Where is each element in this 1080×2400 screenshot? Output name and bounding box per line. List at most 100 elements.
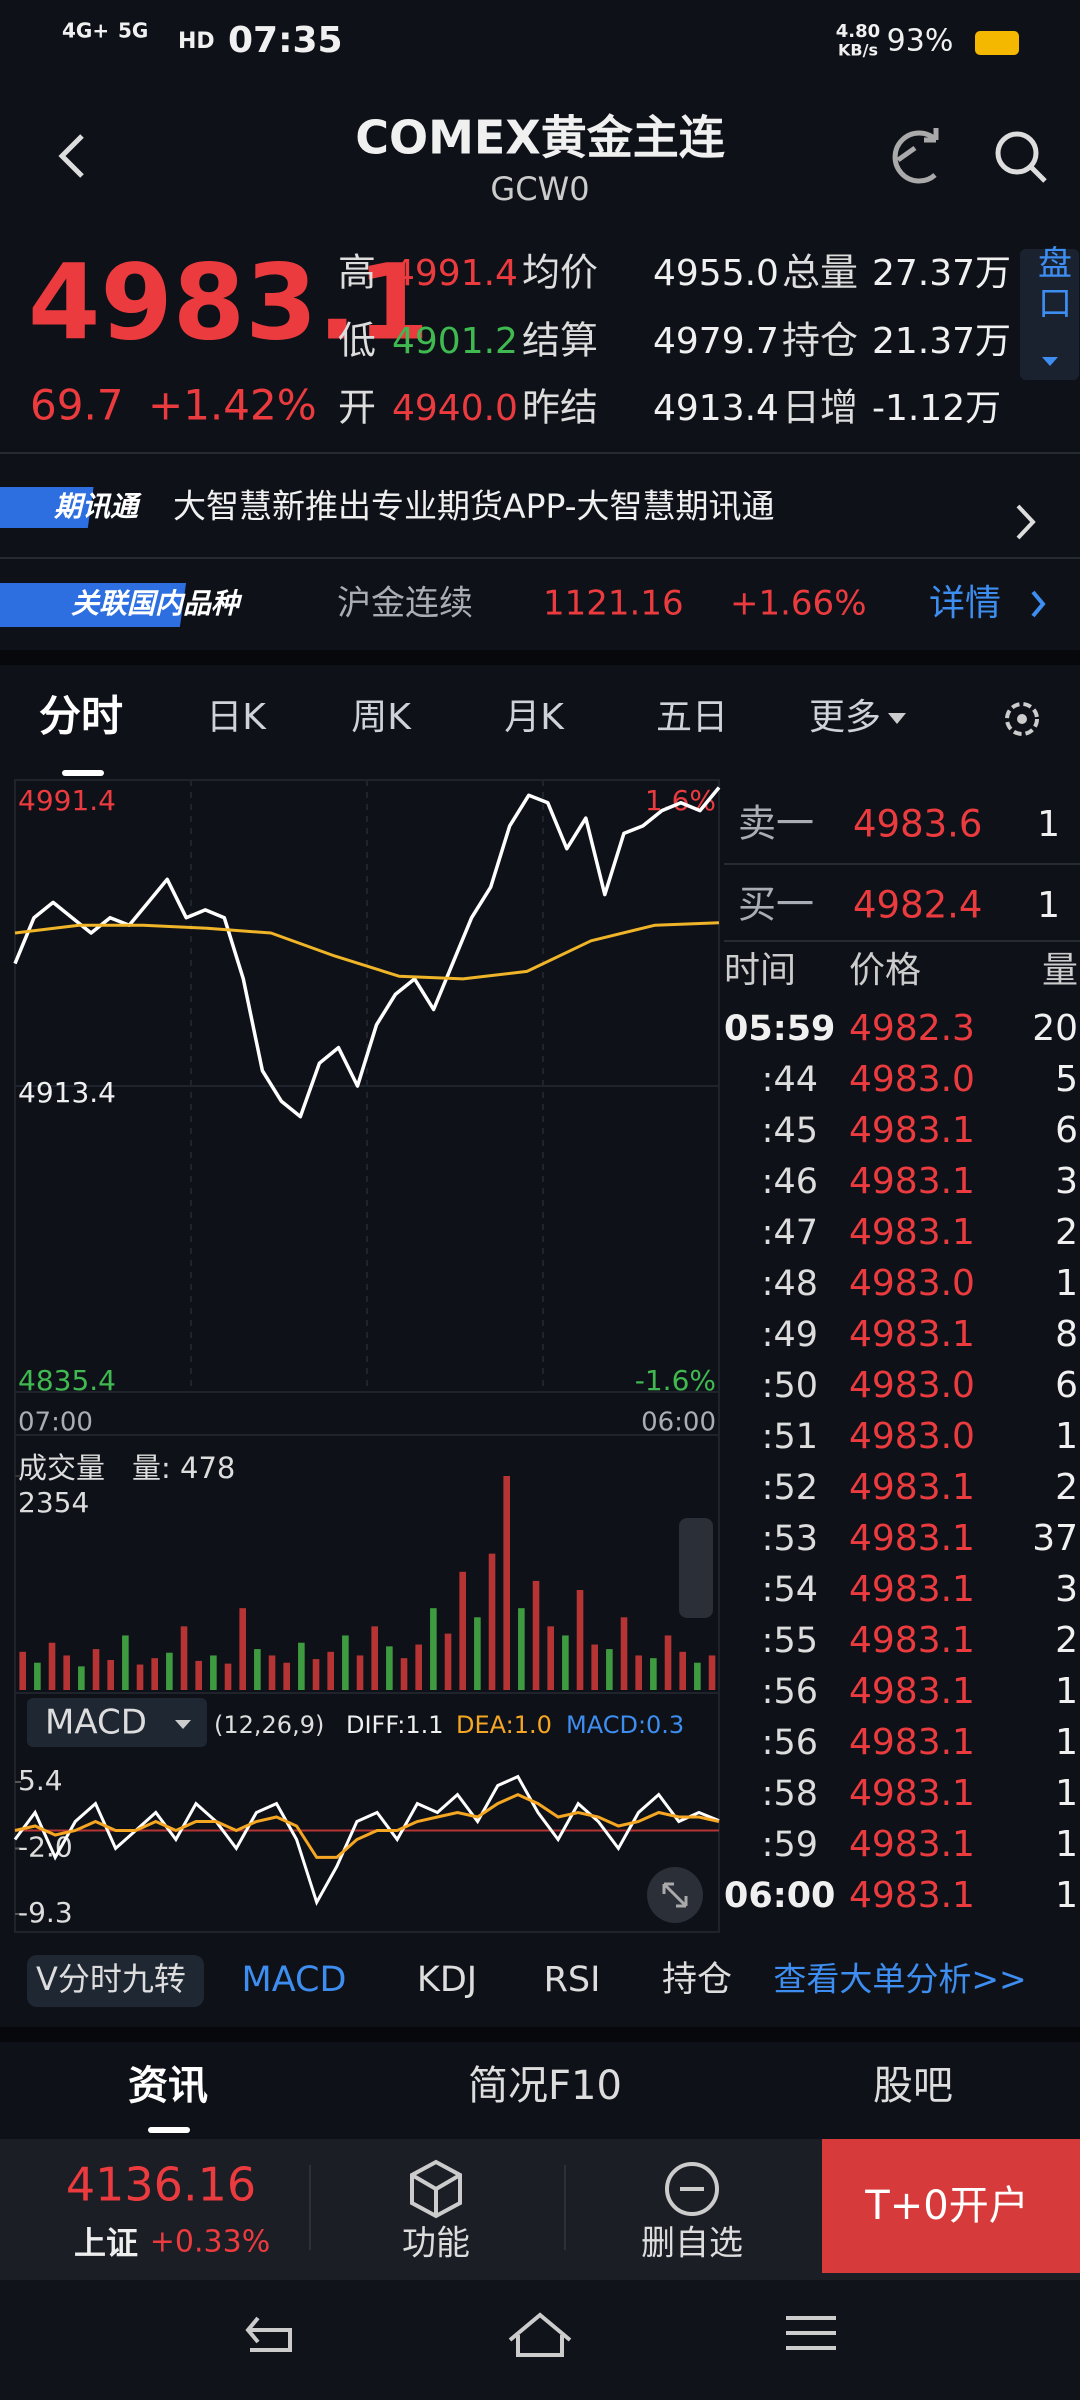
chevron[interactable] bbox=[1016, 504, 1036, 540]
action-label[interactable]: 功能 bbox=[402, 2224, 470, 2264]
average-line bbox=[14, 921, 720, 981]
trade-volume: 1 bbox=[1055, 1416, 1078, 1457]
volume-bar bbox=[415, 1644, 422, 1690]
volume-bar bbox=[547, 1626, 554, 1690]
y-tick-label: 4913.4 bbox=[18, 1076, 116, 1109]
details-link[interactable]: 详情 bbox=[929, 583, 1001, 624]
net-speed: 4.80 bbox=[836, 21, 880, 42]
y2-tick-label: -1.6% bbox=[635, 1364, 716, 1397]
volume-bar bbox=[664, 1635, 672, 1690]
open-account-button[interactable] bbox=[822, 2139, 1080, 2273]
indicator-tab[interactable]: KDJ bbox=[417, 1960, 477, 2000]
nav-home[interactable] bbox=[508, 2312, 572, 2357]
related-name: 沪金连续 bbox=[337, 584, 473, 624]
trade-time: :49 bbox=[762, 1315, 818, 1355]
trade-volume: 37 bbox=[1032, 1518, 1078, 1559]
volume-bar bbox=[444, 1633, 452, 1690]
indicator-tabs: V分时九转 MACD KDJ RSI 持仓 bbox=[36, 1960, 732, 2000]
indicator-tab[interactable]: MACD bbox=[242, 1960, 347, 2000]
separator bbox=[0, 650, 1080, 665]
volume-bar bbox=[474, 1617, 481, 1690]
refresh-icon[interactable] bbox=[892, 128, 939, 184]
volume-bar bbox=[430, 1608, 437, 1690]
tab[interactable]: 分时 bbox=[39, 692, 123, 741]
stat-label: 低 bbox=[338, 319, 376, 363]
volume-bar bbox=[283, 1662, 290, 1690]
volume-bar bbox=[312, 1659, 320, 1690]
trade-volume: 1 bbox=[1055, 1263, 1078, 1304]
trade-time: :48 bbox=[762, 1264, 818, 1304]
y2-tick-label: 1.6% bbox=[645, 784, 716, 817]
legend-entry: MACD:0.3 bbox=[566, 1711, 684, 1739]
volume-bar bbox=[371, 1626, 378, 1690]
trade-time: :54 bbox=[762, 1570, 818, 1610]
panel-button-label[interactable]: 盘口 bbox=[1032, 245, 1072, 325]
big-order-link[interactable]: 查看大单分析>> bbox=[773, 1960, 1026, 1999]
tab[interactable]: 五日 bbox=[656, 697, 728, 738]
stat-label: 高 bbox=[338, 251, 376, 295]
index-name: 上证 bbox=[74, 2224, 138, 2262]
fullscreen-icon bbox=[662, 1882, 688, 1908]
volume-bar bbox=[606, 1649, 613, 1690]
function-icon[interactable] bbox=[410, 2159, 462, 2219]
trade-time: :53 bbox=[762, 1519, 818, 1559]
collapse-handle[interactable] bbox=[679, 1518, 713, 1618]
volume-title: 成交量 bbox=[18, 1451, 105, 1485]
remove-icon[interactable] bbox=[665, 2162, 719, 2216]
nav-menu[interactable] bbox=[786, 2316, 836, 2350]
volume-bar bbox=[503, 1476, 510, 1690]
y-tick-label: 4991.4 bbox=[18, 784, 116, 817]
stat-value: 21.37万 bbox=[872, 321, 1011, 362]
back-icon[interactable] bbox=[58, 134, 84, 178]
trade-price: 4983.1 bbox=[849, 1875, 975, 1916]
action-label[interactable]: 删自选 bbox=[641, 2224, 743, 2264]
trade-time: :45 bbox=[762, 1111, 818, 1151]
tab[interactable]: 更多 bbox=[809, 697, 881, 738]
search-icon[interactable] bbox=[1029, 165, 1047, 183]
banner-text[interactable]: 大智慧新推出专业期货APP-大智慧期讯通 bbox=[173, 487, 775, 526]
banner-tag: 期讯通 bbox=[53, 490, 142, 523]
button-label[interactable]: T+0开户 bbox=[864, 2183, 1028, 2229]
stat-label: 开 bbox=[338, 386, 376, 430]
trade-volume: 2 bbox=[1055, 1620, 1078, 1661]
volume-bar bbox=[254, 1649, 261, 1690]
tab[interactable]: 日K bbox=[206, 697, 267, 738]
volume-bar bbox=[92, 1649, 100, 1690]
chevron[interactable] bbox=[1031, 590, 1046, 618]
index-change: +0.33% bbox=[150, 2225, 270, 2260]
trade-price: 4983.0 bbox=[849, 1365, 975, 1406]
legend-entry: DEA:1.0 bbox=[456, 1711, 552, 1739]
volume-bar bbox=[532, 1580, 540, 1690]
indicator-tab[interactable]: V分时九转 bbox=[36, 1960, 186, 1998]
bottom-tab[interactable]: 股吧 bbox=[873, 2063, 953, 2109]
trade-volume: 3 bbox=[1055, 1161, 1078, 1202]
indicator-pill[interactable] bbox=[27, 1955, 204, 2007]
trade-time: :51 bbox=[762, 1417, 818, 1457]
panel-arrow bbox=[1042, 357, 1058, 366]
macd-title[interactable]: MACD bbox=[45, 1703, 147, 1743]
tab[interactable]: 周K bbox=[351, 697, 412, 738]
bottom-tab[interactable]: 简况F10 bbox=[468, 2063, 622, 2109]
nav-back[interactable] bbox=[245, 2316, 292, 2352]
volume-bar bbox=[107, 1660, 114, 1690]
indicator-tab[interactable]: 持仓 bbox=[662, 1960, 732, 2000]
indicator-tab[interactable]: RSI bbox=[544, 1960, 601, 2000]
volume-current: 量: 478 bbox=[132, 1451, 235, 1485]
volume-bar bbox=[620, 1617, 628, 1690]
panel-button[interactable] bbox=[1020, 249, 1079, 380]
trade-volume: 8 bbox=[1055, 1314, 1078, 1355]
tab[interactable]: 月K bbox=[504, 697, 565, 738]
search-icon[interactable] bbox=[995, 131, 1039, 175]
trade-time: :44 bbox=[762, 1060, 818, 1100]
trade-volume: 5 bbox=[1055, 1059, 1078, 1100]
macd-selector[interactable] bbox=[27, 1698, 207, 1747]
change-pct: +1.42% bbox=[148, 381, 317, 430]
legend-entry: DIFF:1.1 bbox=[346, 1711, 444, 1739]
related-tag: 关联国内品种 bbox=[71, 587, 243, 620]
trade-time: 05:59 bbox=[724, 1009, 835, 1049]
volume-bar bbox=[400, 1658, 408, 1690]
settings-icon[interactable] bbox=[1005, 702, 1039, 736]
trade-time: :56 bbox=[762, 1672, 818, 1712]
bottom-tab[interactable]: 资讯 bbox=[128, 2063, 208, 2109]
